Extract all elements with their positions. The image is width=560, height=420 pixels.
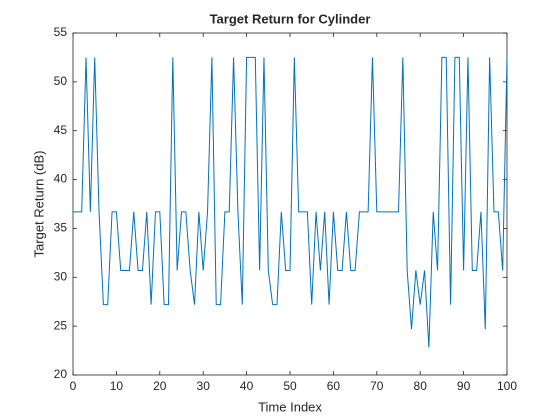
x-tick-label: 20	[153, 379, 167, 393]
chart-title: Target Return for Cylinder	[210, 11, 371, 26]
x-tick-label: 50	[283, 379, 297, 393]
y-tick-label: 55	[54, 25, 68, 39]
y-axis-label: Target Return (dB)	[31, 151, 46, 258]
y-tick-label: 30	[54, 269, 68, 283]
x-tick-label: 70	[370, 379, 384, 393]
y-tick-label: 50	[54, 74, 68, 88]
y-tick-label: 45	[54, 123, 68, 137]
y-tick-label: 35	[54, 221, 68, 235]
y-tick-label: 25	[54, 318, 68, 332]
y-tick-label: 40	[54, 172, 68, 186]
x-tick-label: 10	[110, 379, 124, 393]
y-tick-label: 20	[54, 367, 68, 381]
x-tick-label: 40	[240, 379, 254, 393]
x-tick-label: 60	[327, 379, 341, 393]
x-tick-label: 0	[70, 379, 77, 393]
x-tick-label: 30	[197, 379, 211, 393]
x-tick-label: 100	[497, 379, 517, 393]
x-tick-label: 90	[457, 379, 471, 393]
plot-area	[72, 32, 508, 376]
data-line	[73, 56, 508, 348]
x-axis-label: Time Index	[258, 399, 322, 414]
x-tick-label: 80	[414, 379, 428, 393]
